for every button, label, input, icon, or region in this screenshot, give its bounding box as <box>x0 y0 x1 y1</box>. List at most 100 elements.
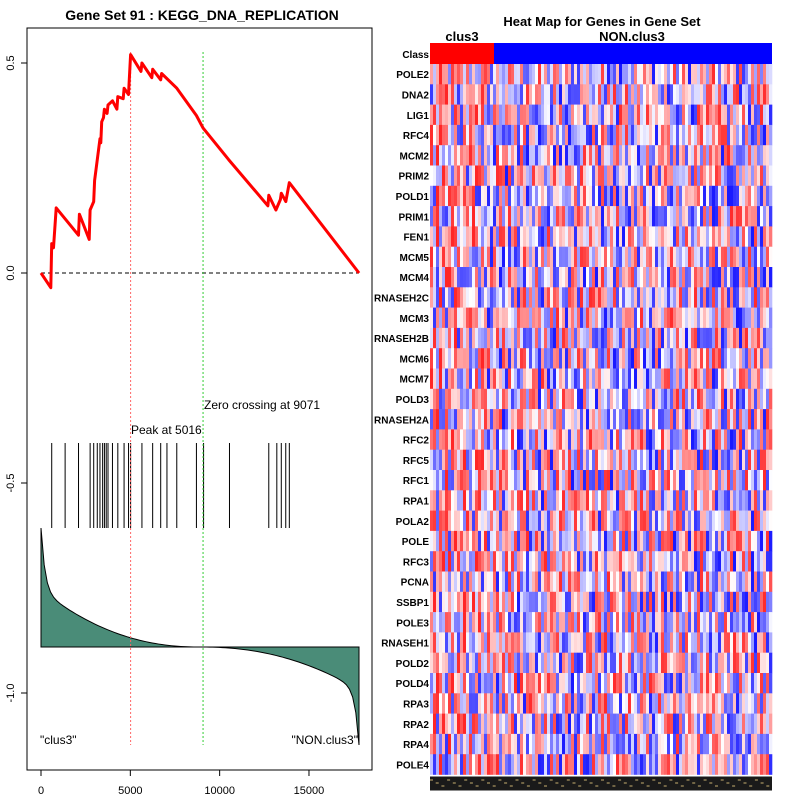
heatmap-cell <box>673 368 677 390</box>
heatmap-cell <box>538 327 542 349</box>
heatmap-cell <box>553 713 557 735</box>
heatmap-cell <box>496 713 500 735</box>
heatmap-cell <box>493 673 497 694</box>
heatmap-cell <box>676 226 680 247</box>
heatmap-cell <box>586 652 590 674</box>
heatmap-cell <box>559 64 563 85</box>
heatmap-cell <box>592 632 596 653</box>
heatmap-cell <box>514 287 518 308</box>
heatmap-cell <box>484 733 488 755</box>
heatmap-cell <box>571 287 575 308</box>
heatmap-cell <box>691 327 695 349</box>
heatmap-cell <box>517 165 521 187</box>
heatmap-cell <box>712 307 716 329</box>
heatmap-cell <box>481 104 485 126</box>
heatmap-cell <box>664 632 668 653</box>
heatmap-cell <box>613 124 617 146</box>
footer-mark <box>487 782 490 784</box>
heatmap-cell <box>616 104 620 126</box>
heatmap-cell <box>538 530 542 552</box>
heatmap-cell <box>439 673 443 694</box>
heatmap-cell <box>649 673 653 694</box>
heatmap-cell <box>493 571 497 593</box>
heatmap-cell <box>493 206 497 227</box>
heatmap-cell <box>538 673 542 694</box>
heatmap-cell <box>691 612 695 633</box>
heatmap-cell <box>769 287 773 308</box>
heatmap-cell <box>679 165 683 187</box>
heatmap-cell <box>442 571 446 593</box>
heatmap-cell <box>640 470 644 491</box>
heatmap-cell <box>685 185 689 207</box>
heatmap-cell <box>436 754 440 775</box>
heatmap-cell <box>721 165 725 187</box>
heatmap-cell <box>721 693 725 714</box>
heatmap-cell <box>625 307 629 329</box>
heatmap-cell <box>547 754 551 775</box>
heatmap-cell <box>457 206 461 227</box>
heatmap-cell <box>718 185 722 207</box>
heatmap-cell <box>685 510 689 532</box>
heatmap-cell <box>664 165 668 187</box>
heatmap-cell <box>442 327 446 349</box>
heatmap-cell <box>685 206 689 227</box>
heatmap-cell <box>574 64 578 85</box>
heatmap-cell <box>604 246 608 268</box>
heatmap-cell <box>445 64 449 85</box>
heatmap-cell <box>526 409 530 430</box>
heatmap-cell <box>442 652 446 674</box>
heatmap-cell <box>547 490 551 511</box>
heatmap-cell <box>460 145 464 166</box>
heatmap-cell <box>640 206 644 227</box>
heatmap-cell <box>691 632 695 653</box>
heatmap-cell <box>571 754 575 775</box>
heatmap-cell <box>694 84 698 105</box>
heatmap-cell <box>655 327 659 349</box>
heatmap-cell <box>736 388 740 410</box>
heatmap-cell <box>733 571 737 593</box>
heatmap-cell <box>598 84 602 105</box>
heatmap-cell <box>478 449 482 471</box>
heatmap-cell <box>526 530 530 552</box>
heatmap-cell <box>484 327 488 349</box>
heatmap-cell <box>736 530 740 552</box>
heatmap-cell <box>673 632 677 653</box>
heatmap-cell <box>490 206 494 227</box>
heatmap-cell <box>631 206 635 227</box>
heatmap-cell <box>502 733 506 755</box>
heatmap-cell <box>478 287 482 308</box>
heatmap-cell <box>715 733 719 755</box>
heatmap-cell <box>433 470 437 491</box>
heatmap-cell <box>604 267 608 288</box>
heatmap-cell <box>715 307 719 329</box>
heatmap-cell <box>472 530 476 552</box>
enrichment-title: Gene Set 91 : KEGG_DNA_REPLICATION <box>65 7 339 23</box>
heatmap-cell <box>448 754 452 775</box>
heatmap-cell <box>586 632 590 653</box>
heatmap-cell <box>460 673 464 694</box>
heatmap-cell <box>550 145 554 166</box>
heatmap-cell <box>496 571 500 593</box>
heatmap-cell <box>592 267 596 288</box>
heatmap-cell <box>430 470 434 491</box>
heatmap-cell <box>748 368 752 390</box>
heatmap-cell <box>565 226 569 247</box>
heatmap-cell <box>604 470 608 491</box>
heatmap-cell <box>580 591 584 613</box>
heatmap-cell <box>721 673 725 694</box>
heatmap-cell <box>682 145 686 166</box>
heatmap-cell <box>721 571 725 593</box>
heatmap-cell <box>613 104 617 126</box>
heatmap-cell <box>508 145 512 166</box>
heatmap-cell <box>517 64 521 85</box>
heatmap-cell <box>499 368 503 390</box>
heatmap-cell <box>493 104 497 126</box>
footer-mark <box>646 785 650 787</box>
heatmap-cell <box>742 632 746 653</box>
heatmap-cell <box>721 530 725 552</box>
heatmap-cell <box>673 571 677 593</box>
heatmap-cell <box>559 267 563 288</box>
heatmap-cell <box>517 84 521 105</box>
heatmap-cell <box>472 145 476 166</box>
heatmap-cell <box>742 246 746 268</box>
